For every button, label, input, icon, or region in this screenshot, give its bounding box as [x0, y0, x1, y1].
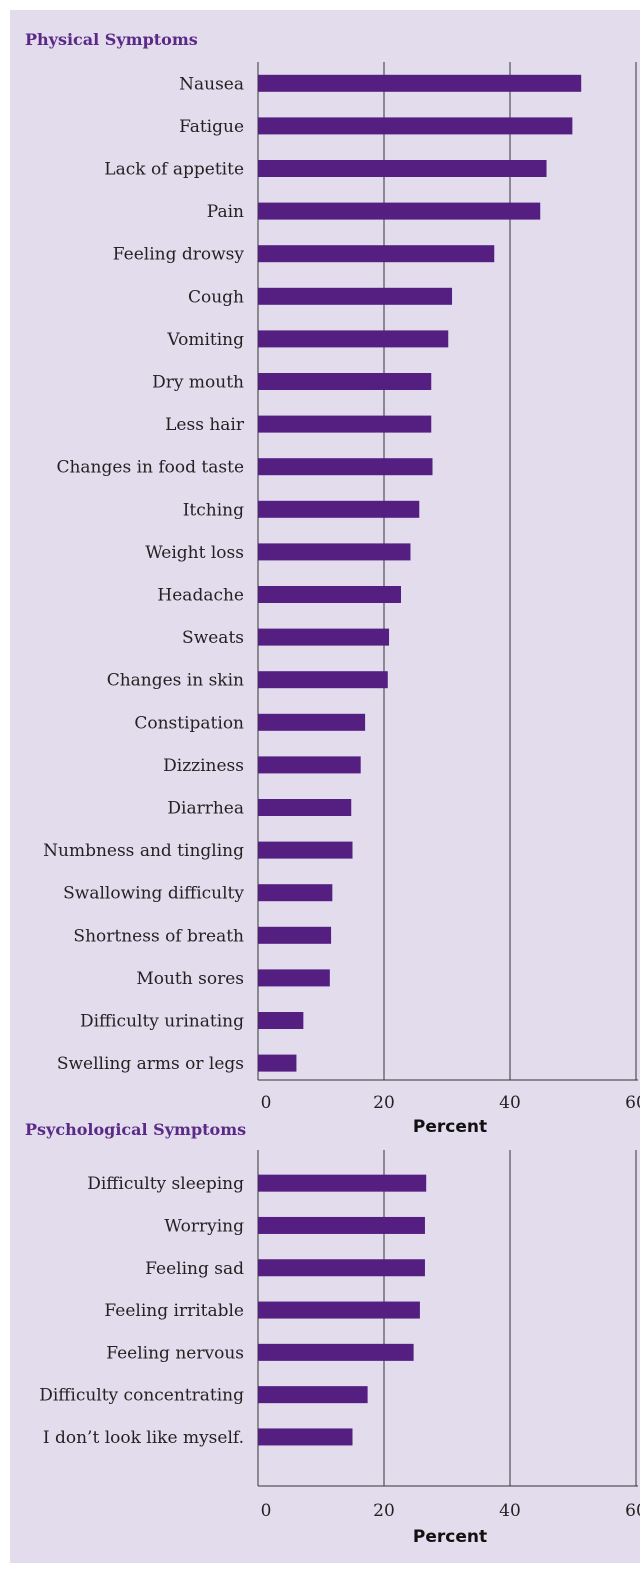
category-label: Shortness of breath	[73, 926, 244, 946]
figure-panel: Physical Symptoms Nausea Fatigue Lack of a…	[10, 10, 640, 1563]
bar	[258, 330, 449, 348]
x-tick-label: 60	[625, 1501, 640, 1521]
category-label: Headache	[157, 586, 244, 606]
bar	[258, 1054, 297, 1072]
bar	[258, 586, 402, 603]
bar	[258, 671, 388, 689]
bar	[258, 799, 352, 816]
category-label: Cough	[188, 287, 244, 307]
category-label: Fatigue	[179, 117, 244, 137]
bar	[258, 458, 433, 476]
psychological-symptoms-chart: Difficulty sleeping Worrying Feeling sad Fe…	[39, 1150, 640, 1547]
category-label: Nausea	[179, 74, 244, 94]
bar	[258, 841, 353, 859]
bar	[258, 884, 333, 902]
category-label: Constipation	[134, 713, 244, 733]
bar	[258, 74, 582, 92]
category-label: Feeling sad	[145, 1259, 244, 1279]
psychological-chart-title: Psychological Symptoms	[25, 1120, 247, 1139]
bar	[258, 287, 453, 305]
bar	[258, 926, 332, 944]
bar	[258, 202, 541, 220]
bar	[258, 415, 432, 433]
bar	[258, 245, 495, 263]
bar	[258, 373, 432, 390]
x-tick-label: 60	[625, 1093, 640, 1113]
category-label: Difficulty concentrating	[39, 1386, 244, 1406]
category-label: Sweats	[182, 628, 244, 648]
physical-symptoms-chart: Nausea Fatigue Lack of appetite Pain Feeling…	[43, 62, 640, 1137]
category-label: Numbness and tingling	[43, 841, 244, 861]
category-label: Feeling nervous	[106, 1343, 244, 1363]
bar	[258, 969, 330, 987]
x-tick-label: 20	[373, 1093, 395, 1113]
category-label: Changes in skin	[107, 671, 244, 691]
category-label: Swelling arms or legs	[57, 1054, 244, 1074]
bar	[258, 543, 411, 561]
category-label: Difficulty sleeping	[87, 1174, 244, 1194]
bar	[258, 1301, 420, 1319]
category-label: Difficulty urinating	[80, 1012, 244, 1032]
category-label: Diarrhea	[167, 799, 244, 819]
category-label: Less hair	[165, 415, 245, 435]
x-tick-label: 40	[499, 1093, 521, 1113]
bar	[258, 117, 573, 135]
bar	[258, 1386, 368, 1404]
category-label: Weight loss	[145, 543, 244, 563]
category-label: I don’t look like myself.	[43, 1428, 244, 1448]
x-axis-title: Percent	[413, 1527, 487, 1547]
category-label: Feeling irritable	[104, 1301, 244, 1321]
bar	[258, 1174, 427, 1192]
bar	[258, 628, 390, 646]
category-label: Dry mouth	[152, 373, 244, 393]
bar	[258, 1428, 353, 1446]
x-tick-label: 20	[373, 1501, 395, 1521]
bar	[258, 1012, 304, 1029]
x-axis-title: Percent	[413, 1117, 487, 1137]
bar	[258, 1216, 425, 1234]
category-label: Lack of appetite	[104, 160, 244, 180]
bar	[258, 160, 547, 177]
category-label: Pain	[207, 202, 244, 222]
category-label: Worrying	[164, 1216, 244, 1236]
bar	[258, 756, 361, 774]
x-tick-label: 40	[499, 1501, 521, 1521]
x-tick-label: 0	[261, 1093, 272, 1113]
category-label: Vomiting	[166, 330, 244, 350]
category-label: Feeling drowsy	[113, 245, 245, 265]
category-label: Changes in food taste	[56, 458, 244, 478]
category-label: Itching	[183, 500, 244, 520]
category-label: Mouth sores	[136, 969, 244, 989]
bar	[258, 1259, 425, 1277]
category-label: Dizziness	[163, 756, 244, 776]
bar	[258, 1343, 414, 1361]
bar	[258, 500, 420, 518]
physical-chart-title: Physical Symptoms	[25, 30, 198, 49]
category-label: Swallowing difficulty	[63, 884, 244, 904]
bar	[258, 713, 366, 731]
x-tick-label: 0	[261, 1501, 272, 1521]
